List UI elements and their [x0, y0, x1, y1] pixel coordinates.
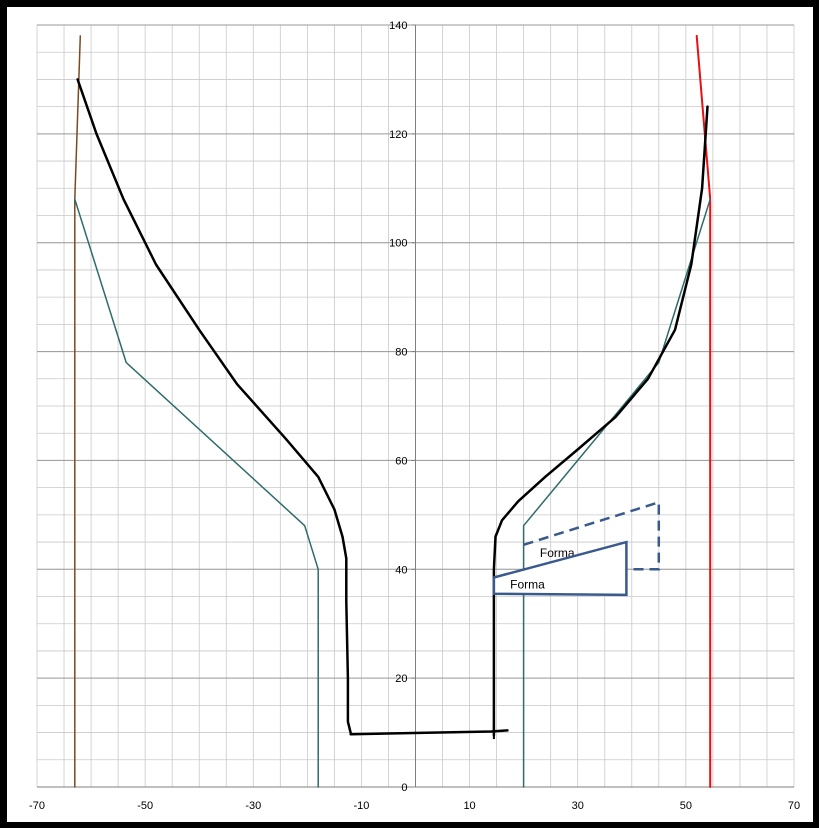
x-tick-labels: -70 -50 -30 -10 10 30 50 70: [29, 800, 800, 812]
plot-background: [7, 7, 813, 822]
x-tick-label: 30: [572, 800, 584, 812]
y-tick-label: 120: [389, 129, 407, 141]
series-layer: [74, 34, 712, 788]
series-line-5: [76, 78, 352, 734]
series-line-3: [74, 198, 319, 788]
x-tick-label: 70: [788, 800, 800, 812]
forma-solid-shape: [492, 540, 628, 597]
series-line-4: [522, 198, 711, 788]
forma-dashed-shape: [523, 500, 661, 571]
series-line-6: [349, 729, 509, 736]
y-tick-label: 140: [389, 20, 407, 32]
y-tick-labels: 0 20 40 60 80 100 120 140: [389, 20, 407, 794]
y-tick-label: 20: [395, 673, 407, 685]
forma-dashed-label: Forma: [540, 546, 575, 560]
x-tick-label: -50: [137, 800, 153, 812]
y-tick-label: 0: [401, 782, 407, 794]
x-tick-label: -30: [245, 800, 261, 812]
y-tick-label: 60: [395, 455, 407, 467]
y-tick-label: 40: [395, 564, 407, 576]
x-tick-label: -70: [29, 800, 45, 812]
x-tick-label: -10: [353, 800, 369, 812]
x-tick-label: 10: [463, 800, 475, 812]
axes: [37, 24, 794, 788]
x-tick-label: 50: [680, 800, 692, 812]
y-tick-label: 80: [395, 347, 407, 359]
forma-solid-label: Forma: [510, 577, 545, 591]
y-tick-label: 100: [389, 238, 407, 250]
series-line-7: [492, 105, 709, 737]
shapes-layer: Forma Forma: [492, 500, 661, 597]
